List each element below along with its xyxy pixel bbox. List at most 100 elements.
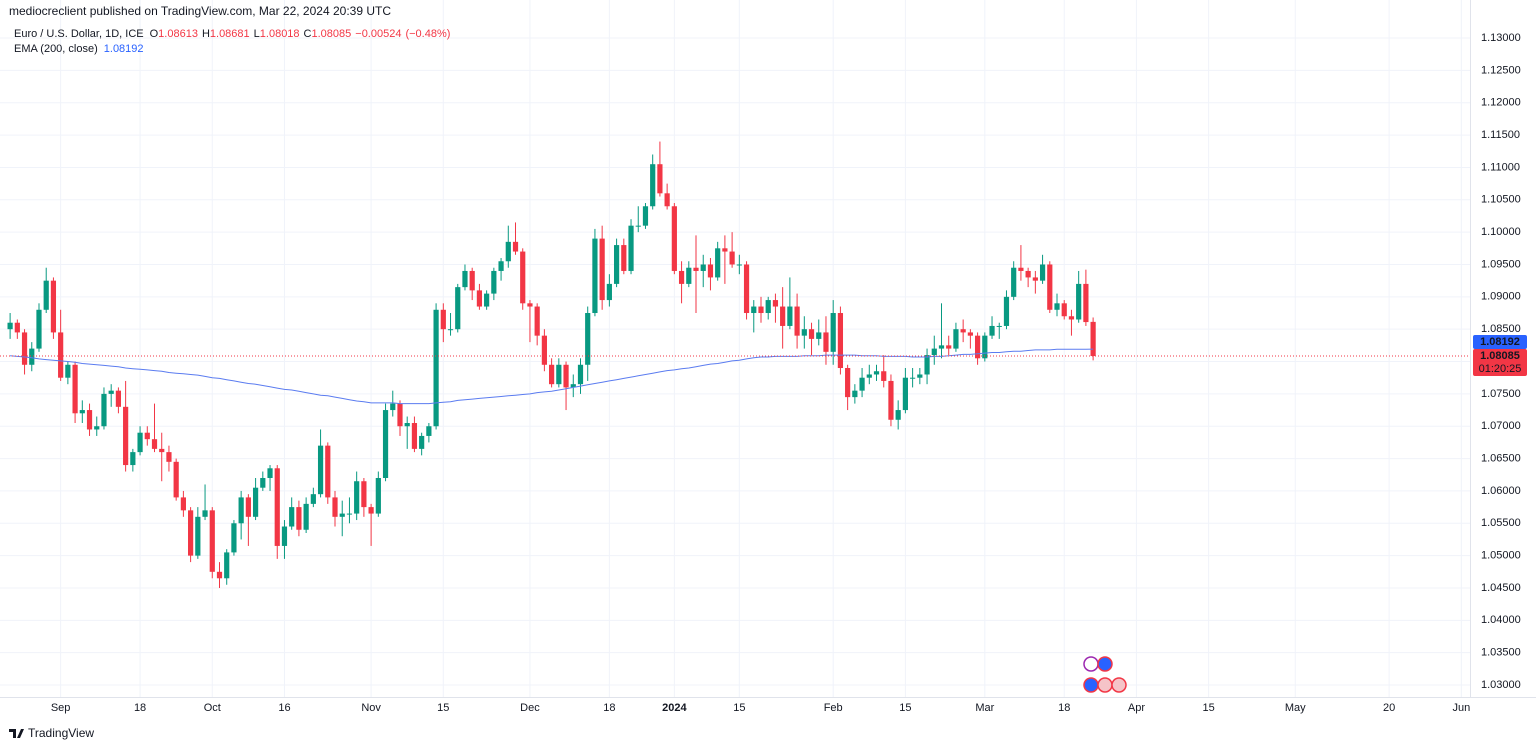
- candle-body: [758, 306, 764, 314]
- candle-body: [433, 309, 439, 427]
- y-tick-label: 1.06500: [1481, 452, 1521, 464]
- candle-body: [462, 270, 468, 288]
- candle-body: [693, 267, 699, 271]
- ohlc-label: O: [150, 28, 159, 40]
- ema-name: EMA (200, close): [14, 43, 98, 55]
- candle-body: [79, 410, 85, 414]
- event-icon: [1111, 677, 1127, 693]
- candle-body: [743, 264, 750, 314]
- candle-body: [910, 377, 916, 379]
- price-box: [1473, 349, 1527, 377]
- candle-body: [794, 306, 800, 336]
- y-tick-label: 1.05500: [1481, 517, 1521, 529]
- candle-body: [527, 303, 533, 307]
- x-tick-label: 2024: [662, 702, 687, 714]
- candle-body: [765, 300, 771, 314]
- candle-body: [960, 329, 966, 333]
- candle-body: [43, 280, 49, 310]
- candle-body: [484, 293, 490, 307]
- y-tick-label: 1.08500: [1481, 323, 1521, 335]
- candle-body: [36, 309, 42, 349]
- x-tick-label: 18: [134, 702, 146, 714]
- candle-body: [816, 332, 822, 339]
- candle-body: [130, 452, 136, 466]
- candle-body: [339, 513, 345, 517]
- ema-box-value: 1.08192: [1480, 336, 1520, 348]
- y-tick-label: 1.11500: [1481, 129, 1520, 141]
- x-tick-label: 16: [278, 702, 290, 714]
- candle-body: [1047, 264, 1053, 310]
- y-tick-label: 1.07000: [1481, 420, 1521, 432]
- x-tick-label: 15: [437, 702, 449, 714]
- candle-body: [202, 510, 208, 517]
- candle-body: [801, 329, 807, 336]
- y-tick-label: 1.12500: [1481, 64, 1521, 76]
- candle-body: [440, 309, 446, 330]
- candle-body: [354, 481, 360, 514]
- candle-body: [808, 329, 815, 339]
- y-tick-label: 1.09000: [1481, 291, 1521, 303]
- candle-body: [931, 348, 937, 356]
- ohlc-label: L: [254, 28, 260, 40]
- candle-body: [974, 335, 981, 359]
- candle-body: [671, 206, 677, 271]
- candle-body: [72, 364, 78, 414]
- candle-body: [375, 477, 381, 514]
- candle-body: [137, 432, 143, 453]
- candle-body: [541, 335, 547, 365]
- countdown: 01:20:25: [1479, 363, 1522, 375]
- candle-body: [715, 248, 721, 278]
- candle-body: [101, 393, 107, 427]
- candle-body: [1054, 303, 1060, 310]
- candle-body: [29, 348, 35, 365]
- candle-body: [14, 322, 20, 333]
- event-icon: [1083, 656, 1099, 672]
- candle-body: [332, 497, 338, 517]
- candle-body: [1032, 277, 1038, 281]
- legend-ema: EMA (200, close) 1.08192: [14, 43, 144, 55]
- ema-value: 1.08192: [104, 43, 144, 55]
- candle-body: [873, 371, 880, 375]
- candle-body: [592, 238, 598, 314]
- candle-body: [563, 364, 569, 388]
- x-tick-label: Feb: [824, 702, 843, 714]
- candle-body: [404, 423, 410, 427]
- candle-body: [1076, 283, 1082, 320]
- candle-body: [281, 526, 288, 546]
- candle-body: [1090, 321, 1096, 357]
- candle-body: [570, 384, 576, 388]
- logo-mark: [9, 729, 24, 738]
- candle-body: [606, 283, 612, 301]
- symbol-title: Euro / U.S. Dollar, 1D, ICE: [14, 28, 144, 40]
- y-tick-label: 1.12000: [1481, 97, 1521, 109]
- candle-body: [729, 251, 735, 265]
- candle-body: [361, 481, 367, 508]
- y-tick-label: 1.03500: [1481, 647, 1521, 659]
- candle-body: [65, 364, 71, 378]
- y-tick-label: 1.06000: [1481, 485, 1521, 497]
- candle-body: [534, 306, 540, 336]
- x-tick-label: 18: [1058, 702, 1070, 714]
- candle-body: [447, 329, 454, 331]
- candle-body: [895, 410, 901, 420]
- candle-body: [426, 426, 432, 436]
- candle-body: [216, 571, 223, 579]
- candle-body: [707, 264, 714, 278]
- candle-body: [635, 225, 641, 227]
- candle-body: [173, 461, 179, 498]
- candle-body: [260, 477, 266, 488]
- y-tick-label: 1.05000: [1481, 550, 1521, 562]
- candle-body: [852, 390, 858, 398]
- candle-body: [238, 497, 244, 524]
- candle-body: [585, 313, 591, 365]
- candle-body: [21, 332, 28, 365]
- candle-body: [780, 306, 786, 326]
- candle-body: [628, 225, 634, 271]
- candle-body: [989, 325, 995, 336]
- candle-body: [7, 322, 13, 330]
- candle-body: [845, 368, 851, 398]
- candle-body: [512, 241, 519, 252]
- x-tick-label: 20: [1383, 702, 1395, 714]
- candle-body: [419, 435, 425, 449]
